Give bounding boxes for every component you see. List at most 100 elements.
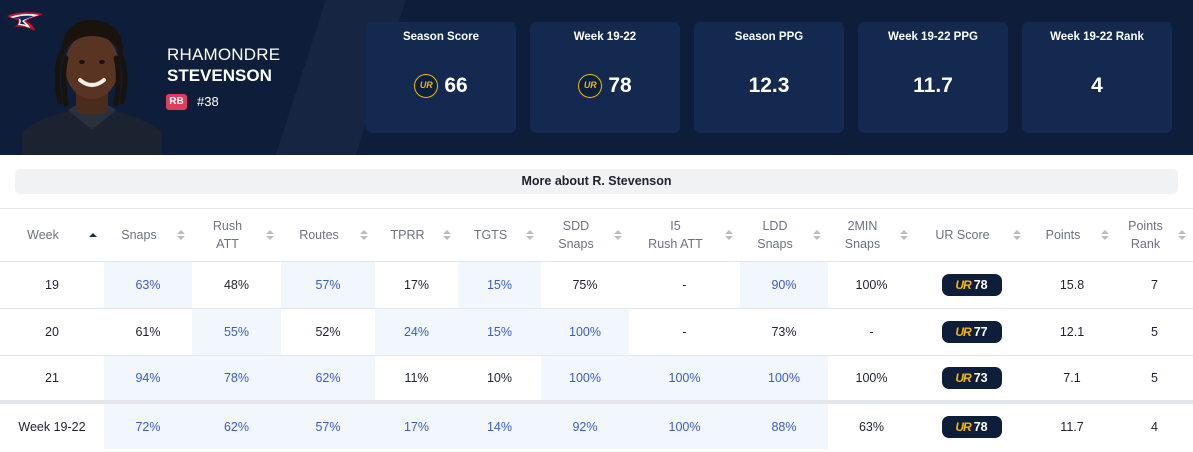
stat-label: Week 19-22 xyxy=(573,31,637,43)
column-header-label: Week xyxy=(27,227,59,242)
stat-value: 78 xyxy=(608,74,632,97)
sort-icon[interactable] xyxy=(722,229,736,240)
ur-logo-icon: UR xyxy=(578,74,603,98)
ur-logo-icon: UR xyxy=(955,419,971,434)
table-cell: 57% xyxy=(281,400,375,449)
column-header-label: UR Score xyxy=(935,227,990,242)
sort-icon[interactable] xyxy=(1098,229,1112,240)
weekly-stats-table: Week Snaps Rush ATT Routes TPRR TGTS SDD Snaps I5… xyxy=(0,208,1193,452)
table-cell: 52% xyxy=(281,308,375,356)
table-cell: 88% xyxy=(740,400,828,449)
column-header[interactable]: LDD Snaps xyxy=(740,209,828,262)
column-header[interactable]: SDD Snaps xyxy=(541,209,629,262)
table-cell: Week 19-22 xyxy=(0,400,104,449)
sort-icon[interactable] xyxy=(174,229,188,240)
player-first-name: RHAMONDRE xyxy=(167,45,281,64)
table-cell: 20 xyxy=(0,308,104,356)
column-header[interactable]: Routes xyxy=(281,209,375,262)
ur-logo-icon: UR xyxy=(955,277,971,292)
column-header[interactable]: UR Score xyxy=(915,209,1028,262)
column-header[interactable]: I5 Rush ATT xyxy=(629,209,740,262)
column-header-label: TGTS xyxy=(473,227,508,242)
table-cell: 5 xyxy=(1116,355,1193,403)
column-header[interactable]: TGTS xyxy=(458,209,541,262)
column-header-label: Snaps xyxy=(558,236,594,251)
table-cell: 5 xyxy=(1116,308,1193,356)
table-cell: 63% xyxy=(828,400,915,449)
more-about-button[interactable]: More about R. Stevenson xyxy=(15,169,1178,194)
sort-icon[interactable] xyxy=(440,229,454,240)
column-header-label: Points xyxy=(1045,227,1081,242)
table-cell: 21 xyxy=(0,355,104,403)
column-header-label: Snaps xyxy=(757,236,793,251)
table-cell: 100% xyxy=(629,400,740,449)
table-cell: 100% xyxy=(828,261,915,309)
ur-score-badge: UR 77 xyxy=(941,320,1002,343)
stat-value: 66 xyxy=(444,74,468,97)
column-header-label: Rush xyxy=(212,218,243,233)
ur-logo-icon: UR xyxy=(955,324,971,339)
ur-score-cell: UR 77 xyxy=(915,308,1028,356)
sort-icon[interactable] xyxy=(611,229,625,240)
stat-value: 4 xyxy=(1091,74,1103,97)
table-cell: 10% xyxy=(458,355,541,403)
ur-score-value: 73 xyxy=(973,370,988,385)
table-cell: - xyxy=(828,308,915,356)
column-header[interactable]: 2MIN Snaps xyxy=(828,209,915,262)
column-header-label: Rank xyxy=(1130,236,1161,251)
table-cell: 100% xyxy=(541,355,629,403)
sort-icon[interactable] xyxy=(86,232,100,237)
column-header-label: TPRR xyxy=(390,227,425,242)
stat-card-season-score: Season Score UR 66 xyxy=(366,22,516,133)
table-cell: 15% xyxy=(458,308,541,356)
column-header[interactable]: Points Rank xyxy=(1116,209,1193,262)
table-cell: 90% xyxy=(740,261,828,309)
sort-icon[interactable] xyxy=(357,229,371,240)
table-row: 20 61% 55% 52% 24% 15% 100% -73% - UR 77 12.1 5 xyxy=(0,308,1193,356)
jersey-number: #38 xyxy=(197,94,219,109)
table-cell: 57% xyxy=(281,261,375,309)
ur-score-badge: UR 73 xyxy=(941,366,1002,389)
position-badge: RB xyxy=(166,94,187,110)
table-cell: 78% xyxy=(192,355,281,403)
table-cell: 12.1 xyxy=(1028,308,1116,356)
table-cell: 24% xyxy=(375,308,458,356)
ur-score-value: 77 xyxy=(973,324,988,339)
column-header[interactable]: Week xyxy=(0,209,104,262)
table-header-row: Week Snaps Rush ATT Routes TPRR TGTS SDD Snaps I5… xyxy=(0,209,1193,262)
sort-icon[interactable] xyxy=(523,229,537,240)
sort-icon[interactable] xyxy=(897,229,911,240)
ur-score-value: 78 xyxy=(973,419,988,434)
sort-icon[interactable] xyxy=(1175,229,1189,240)
stat-label: Week 19-22 Rank xyxy=(1050,31,1144,43)
player-photo xyxy=(22,19,162,155)
column-header-label: Routes xyxy=(299,227,339,242)
table-cell: 11.7 xyxy=(1028,400,1116,449)
column-header[interactable]: Points xyxy=(1028,209,1116,262)
table-cell: 17% xyxy=(375,400,458,449)
player-last-name: STEVENSON xyxy=(167,66,272,85)
column-header-label: LDD xyxy=(762,218,788,233)
table-cell: 100% xyxy=(541,308,629,356)
table-cell: 100% xyxy=(629,355,740,403)
sort-icon[interactable] xyxy=(1010,229,1024,240)
table-cell: 62% xyxy=(281,355,375,403)
team-logo-icon xyxy=(7,12,43,31)
column-header[interactable]: TPRR xyxy=(375,209,458,262)
column-header-label: Points xyxy=(1128,218,1163,233)
column-header-label: I5 xyxy=(670,218,681,233)
column-header[interactable]: Rush ATT xyxy=(192,209,281,262)
stat-card-season-ppg: Season PPG 12.3 xyxy=(694,22,844,133)
sort-icon[interactable] xyxy=(810,229,824,240)
stat-card-week-rank: Week 19-22 Rank 4 xyxy=(1022,22,1172,133)
column-header[interactable]: Snaps xyxy=(104,209,192,262)
table-cell: 63% xyxy=(104,261,192,309)
table-cell: 94% xyxy=(104,355,192,403)
stat-value: 11.7 xyxy=(913,74,953,97)
column-header-label: Rush ATT xyxy=(648,236,703,251)
sort-icon[interactable] xyxy=(263,229,277,240)
ur-score-badge: UR 78 xyxy=(941,415,1002,438)
table-cell: 48% xyxy=(192,261,281,309)
ur-score-cell: UR 78 xyxy=(915,261,1028,309)
table-row: 21 94% 78% 62% 11% 10% 100% 100% 100% 100% UR 73 7.1… xyxy=(0,355,1193,403)
